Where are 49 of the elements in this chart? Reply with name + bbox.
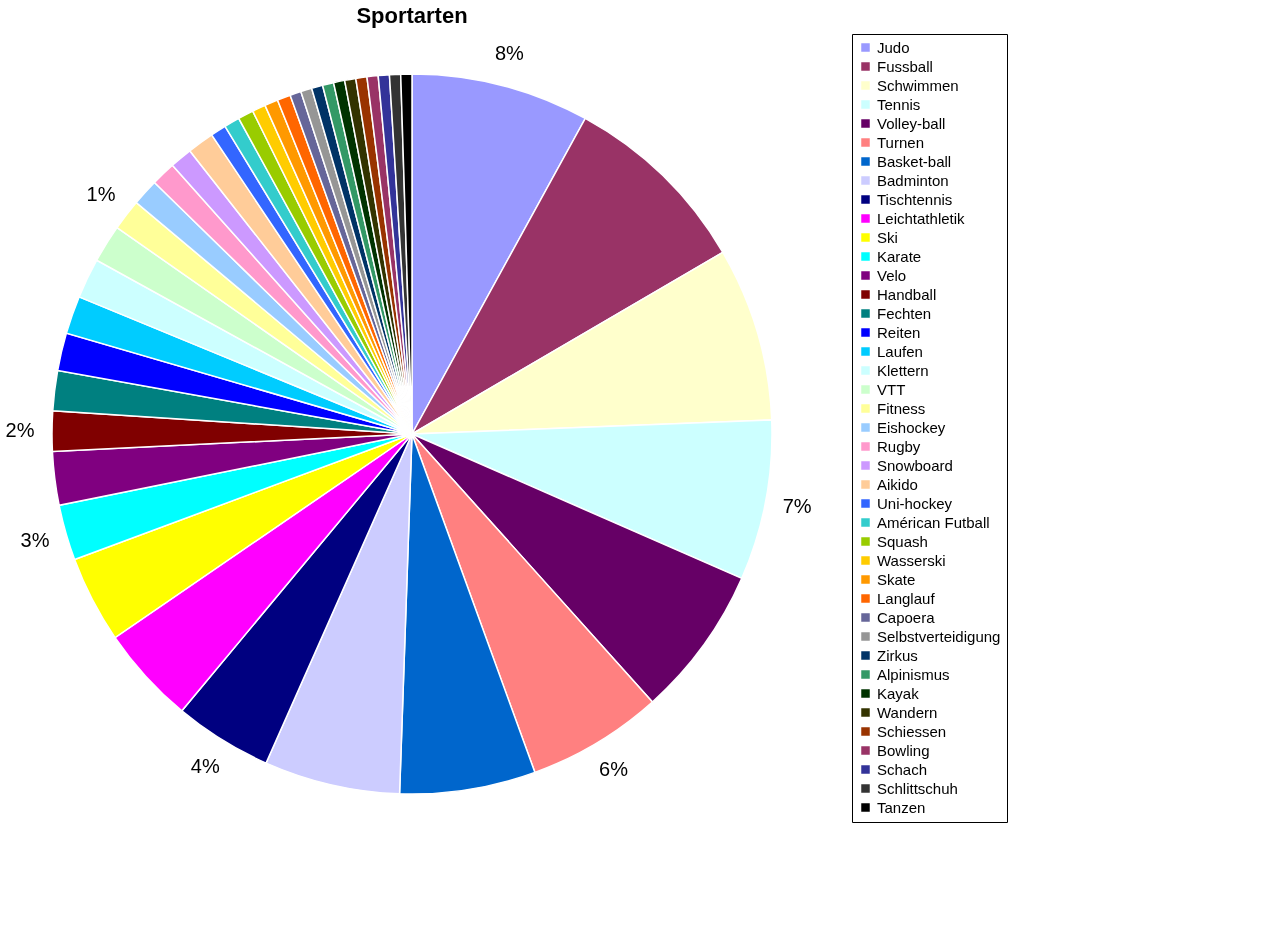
legend-label: Skate <box>877 570 916 588</box>
legend-label: Fussball <box>877 57 933 75</box>
legend-label: Wasserski <box>877 551 946 569</box>
legend-label: Squash <box>877 532 928 550</box>
legend-label: Volley-ball <box>877 114 946 132</box>
legend-label: Schach <box>877 760 928 778</box>
legend-label: Badminton <box>877 171 949 189</box>
legend-label: Fechten <box>877 304 932 322</box>
legend-label: Klettern <box>877 361 929 379</box>
data-label: 4% <box>190 755 220 778</box>
legend-label: Zirkus <box>877 646 918 664</box>
legend-label: Laufen <box>877 342 923 360</box>
legend-label: Handball <box>877 285 937 303</box>
legend-label: Ski <box>877 228 898 246</box>
legend-label: Fitness <box>877 399 926 417</box>
legend-label: Alpinismus <box>877 665 950 683</box>
legend-label: Schiessen <box>877 722 947 740</box>
legend-label: Wandern <box>877 703 938 721</box>
legend-label: Schwimmen <box>877 76 959 94</box>
legend-label: Judo <box>877 38 910 56</box>
legend-label: Tanzen <box>877 798 926 816</box>
legend-label: Karate <box>877 247 922 265</box>
legend-label: Rugby <box>877 437 921 455</box>
legend-label: Velo <box>877 266 907 284</box>
legend-label: Langlauf <box>877 589 936 607</box>
data-label: 8% <box>494 42 525 65</box>
legend-label: Selbstverteidigung <box>877 627 1001 645</box>
legend-label: Schlittschuh <box>877 779 958 797</box>
legend-label: VTT <box>877 380 906 398</box>
data-label: 1% <box>86 183 116 206</box>
legend-label: Leichtathletik <box>877 209 966 227</box>
data-label: 2% <box>5 418 35 441</box>
data-label: 6% <box>599 758 629 781</box>
legend-label: Eishockey <box>877 418 946 436</box>
legend-label: Tennis <box>877 95 921 113</box>
legend-label: Tischtennis <box>877 190 953 208</box>
data-label: 7% <box>782 494 812 517</box>
legend-label: Reiten <box>877 323 921 341</box>
data-label: 3% <box>20 529 50 552</box>
legend-label: Turnen <box>877 133 924 151</box>
legend-label: Américan Futball <box>877 513 990 531</box>
legend-label: Kayak <box>877 684 920 702</box>
legend-label: Snowboard <box>877 456 953 474</box>
legend-label: Uni-hockey <box>877 494 953 512</box>
legend-label: Bowling <box>877 741 930 759</box>
legend-label: Basket-ball <box>877 152 952 170</box>
chart-title: Sportarten <box>356 3 468 29</box>
legend-label: Aikido <box>877 475 918 493</box>
legend-label: Capoera <box>877 608 936 626</box>
